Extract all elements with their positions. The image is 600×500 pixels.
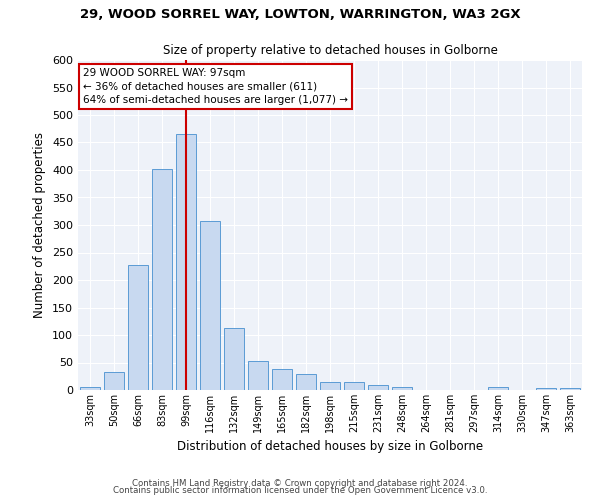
Y-axis label: Number of detached properties: Number of detached properties xyxy=(34,132,46,318)
Bar xyxy=(296,374,316,390)
Bar xyxy=(320,382,340,390)
Bar xyxy=(488,387,508,390)
Bar xyxy=(368,385,388,390)
Text: Contains public sector information licensed under the Open Government Licence v3: Contains public sector information licen… xyxy=(113,486,487,495)
Text: 29 WOOD SORREL WAY: 97sqm
← 36% of detached houses are smaller (611)
64% of semi: 29 WOOD SORREL WAY: 97sqm ← 36% of detac… xyxy=(83,68,348,104)
Text: Contains HM Land Registry data © Crown copyright and database right 2024.: Contains HM Land Registry data © Crown c… xyxy=(132,478,468,488)
Bar xyxy=(560,388,580,390)
Bar xyxy=(128,264,148,390)
Bar xyxy=(104,372,124,390)
Bar xyxy=(80,387,100,390)
Bar xyxy=(248,361,268,390)
Bar xyxy=(272,368,292,390)
Text: 29, WOOD SORREL WAY, LOWTON, WARRINGTON, WA3 2GX: 29, WOOD SORREL WAY, LOWTON, WARRINGTON,… xyxy=(80,8,520,20)
Bar xyxy=(152,169,172,390)
Bar xyxy=(200,221,220,390)
Bar xyxy=(224,328,244,390)
X-axis label: Distribution of detached houses by size in Golborne: Distribution of detached houses by size … xyxy=(177,440,483,454)
Bar xyxy=(392,387,412,390)
Bar xyxy=(344,382,364,390)
Bar xyxy=(176,134,196,390)
Title: Size of property relative to detached houses in Golborne: Size of property relative to detached ho… xyxy=(163,44,497,58)
Bar xyxy=(536,388,556,390)
